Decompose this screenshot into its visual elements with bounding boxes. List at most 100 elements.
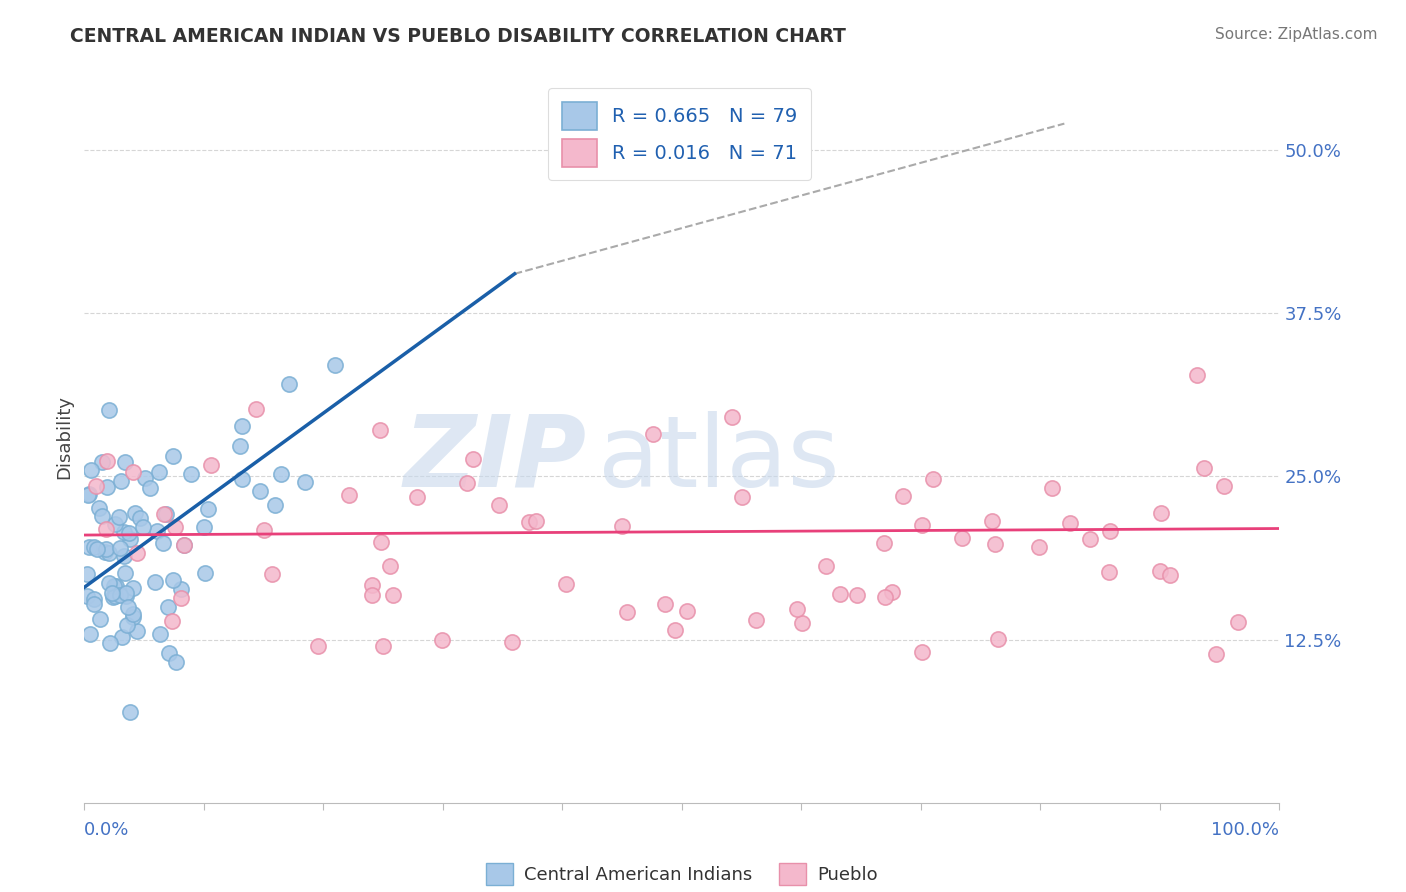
Point xyxy=(555,577,578,591)
Point xyxy=(792,616,814,631)
Point xyxy=(173,538,195,552)
Point xyxy=(77,540,100,554)
Point xyxy=(488,499,510,513)
Point xyxy=(173,538,195,552)
Point xyxy=(153,508,176,522)
Point xyxy=(83,597,105,611)
Point xyxy=(950,531,973,545)
Point xyxy=(1159,568,1181,582)
Point xyxy=(129,511,152,525)
Point xyxy=(911,645,934,659)
Point xyxy=(1227,615,1250,630)
Point xyxy=(110,541,132,555)
Text: ZIP: ZIP xyxy=(404,410,586,508)
Point xyxy=(149,627,172,641)
Point xyxy=(1185,368,1208,383)
Point xyxy=(253,523,276,537)
Point xyxy=(117,599,139,614)
Point xyxy=(911,518,934,533)
Point xyxy=(157,646,180,660)
Point xyxy=(1149,564,1171,578)
Point xyxy=(249,484,271,499)
Point xyxy=(134,471,156,485)
Point xyxy=(200,458,222,472)
Point xyxy=(94,542,117,557)
Point xyxy=(294,475,316,489)
Point xyxy=(122,581,145,595)
Point xyxy=(610,519,633,533)
Point xyxy=(846,588,869,602)
Point xyxy=(114,566,136,581)
Point xyxy=(654,597,676,611)
Point xyxy=(108,588,131,602)
Point xyxy=(162,449,184,463)
Text: Source: ZipAtlas.com: Source: ZipAtlas.com xyxy=(1215,27,1378,42)
Point xyxy=(616,605,638,619)
Point xyxy=(169,591,191,606)
Point xyxy=(1150,506,1173,520)
Point xyxy=(873,590,896,604)
Point xyxy=(1040,482,1063,496)
Point xyxy=(1028,540,1050,554)
Point xyxy=(382,588,405,602)
Point xyxy=(231,418,253,433)
Point xyxy=(104,517,127,532)
Point xyxy=(165,655,187,669)
Point xyxy=(112,549,135,564)
Point xyxy=(641,427,664,442)
Point xyxy=(786,602,808,616)
Point xyxy=(79,627,101,641)
Point xyxy=(745,613,768,627)
Point xyxy=(98,636,121,650)
Point xyxy=(101,586,124,600)
Point xyxy=(323,358,346,372)
Point xyxy=(83,540,105,554)
Point xyxy=(1212,479,1234,493)
Point xyxy=(146,524,169,538)
Point xyxy=(77,488,100,502)
Point xyxy=(980,514,1002,528)
Point xyxy=(245,402,267,417)
Point xyxy=(406,490,429,504)
Point xyxy=(103,579,125,593)
Point xyxy=(461,452,484,467)
Point xyxy=(115,585,138,599)
Point xyxy=(501,635,523,649)
Point xyxy=(229,439,252,453)
Point xyxy=(1099,524,1122,539)
Point xyxy=(1205,647,1227,661)
Point xyxy=(148,465,170,479)
Point xyxy=(77,486,100,500)
Point xyxy=(96,480,118,494)
Point xyxy=(96,454,118,468)
Point xyxy=(122,610,145,624)
Point xyxy=(456,475,478,490)
Point xyxy=(90,455,112,469)
Point xyxy=(115,618,138,632)
Point xyxy=(307,639,329,653)
Point xyxy=(1192,461,1215,475)
Point xyxy=(94,544,117,558)
Point xyxy=(118,525,141,540)
Point xyxy=(264,498,287,512)
Point xyxy=(118,532,141,546)
Point xyxy=(89,612,111,626)
Point xyxy=(110,474,132,488)
Point xyxy=(152,535,174,549)
Point xyxy=(125,546,148,560)
Point xyxy=(89,501,111,516)
Text: atlas: atlas xyxy=(599,410,839,508)
Point xyxy=(873,536,896,550)
Point xyxy=(143,574,166,589)
Point xyxy=(124,507,146,521)
Point xyxy=(98,546,121,560)
Point xyxy=(337,488,360,502)
Point xyxy=(160,615,183,629)
Point xyxy=(125,624,148,638)
Point xyxy=(97,403,120,417)
Text: 0.0%: 0.0% xyxy=(84,821,129,839)
Point xyxy=(432,632,454,647)
Point xyxy=(262,566,284,581)
Point xyxy=(122,465,145,479)
Point xyxy=(76,589,98,603)
